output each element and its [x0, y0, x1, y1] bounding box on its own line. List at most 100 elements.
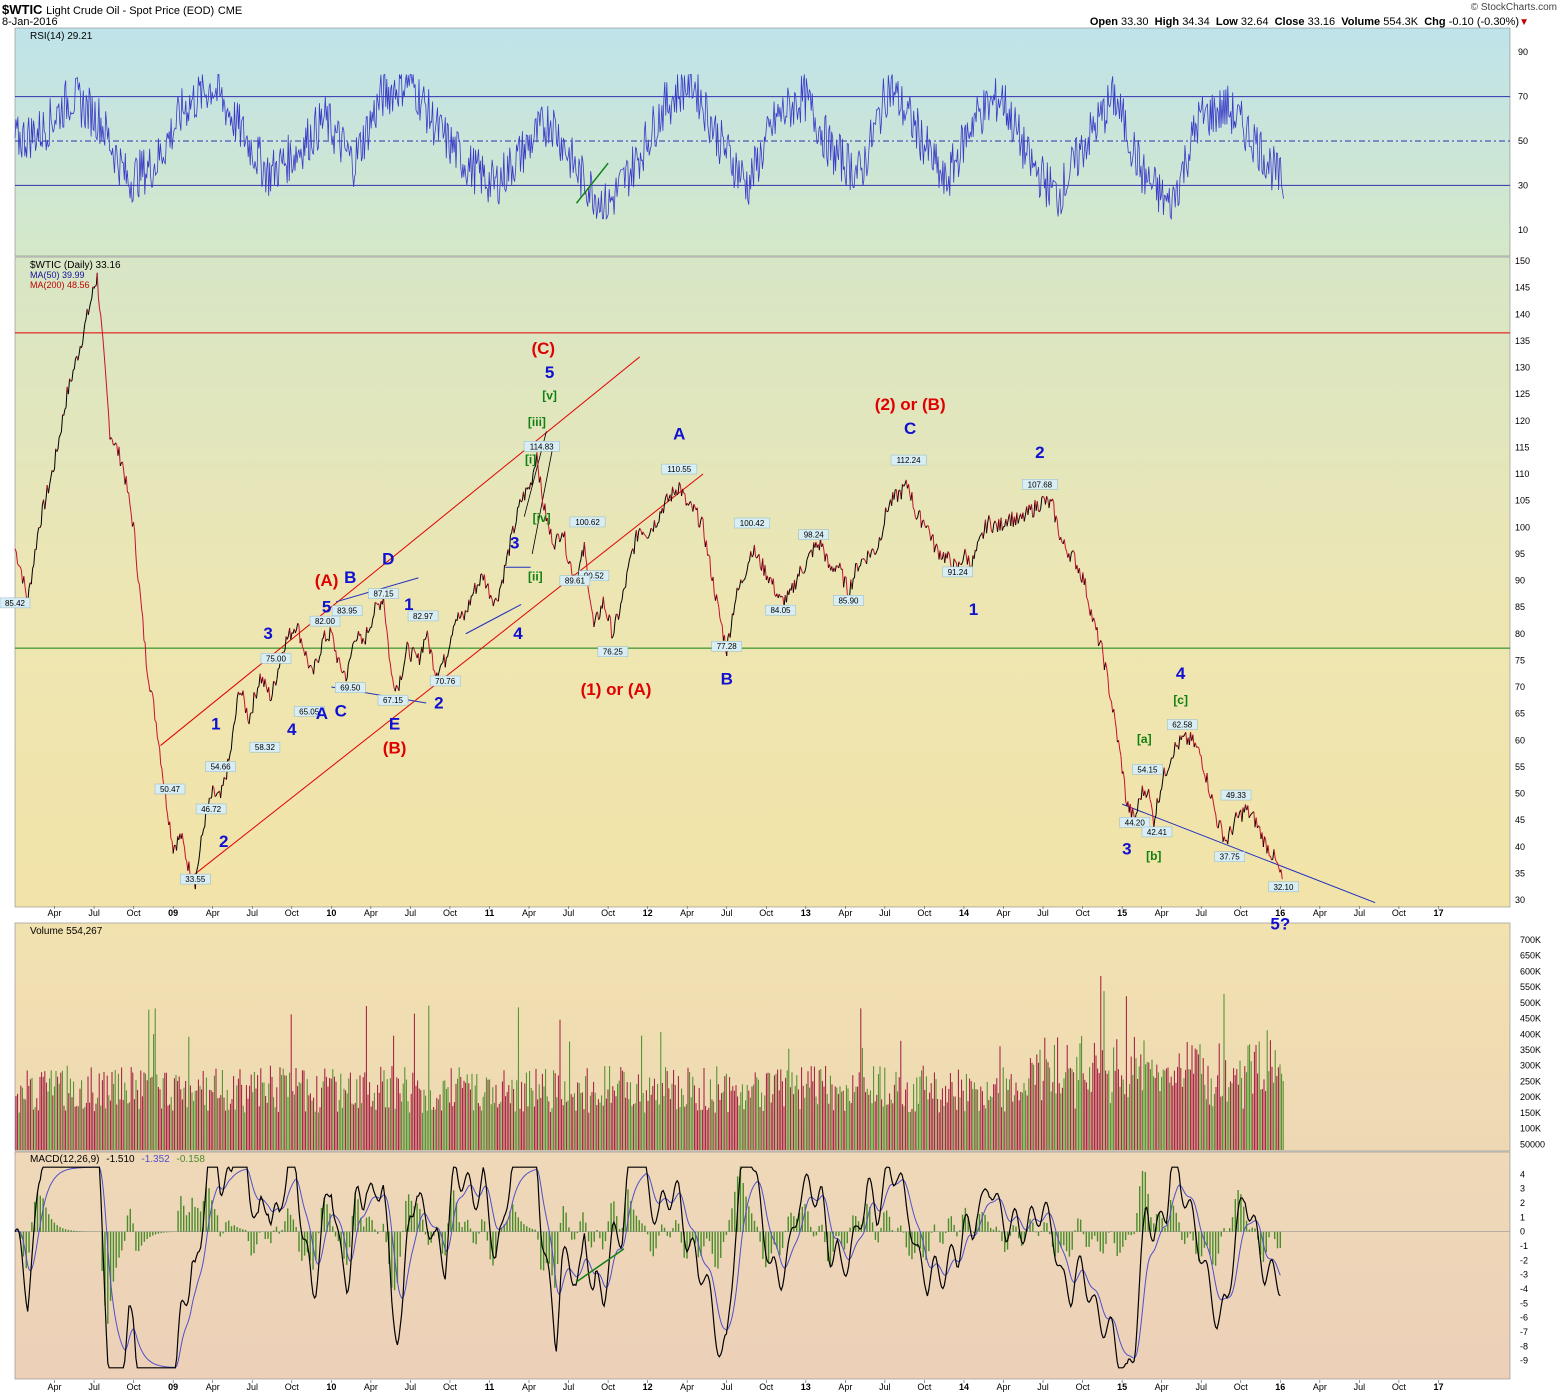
price-segment [1011, 511, 1014, 527]
price-label-box [249, 741, 281, 753]
x-tick-label: Jul [1037, 908, 1049, 918]
price-segment [564, 531, 567, 555]
price-segment [1094, 621, 1097, 631]
price-segment [297, 622, 300, 626]
price-segment [769, 576, 772, 579]
price-segment [1233, 818, 1236, 827]
price-segment [822, 543, 825, 551]
price-label-box [368, 588, 399, 599]
price-segment [583, 541, 587, 556]
price-segment [805, 559, 808, 569]
title: Light Crude Oil - Spot Price (EOD) [46, 5, 215, 17]
price-segment [134, 532, 137, 556]
price-segment [739, 579, 742, 588]
price-segment [362, 638, 365, 643]
price-segment [1044, 496, 1048, 505]
wave-label: (C) [531, 339, 555, 358]
price-label: 100.62 [575, 518, 600, 527]
x-tick-label: Apr [206, 908, 220, 918]
macd-y-tick: -6 [1520, 1313, 1528, 1323]
price-segment [882, 523, 885, 530]
price-segment [1180, 735, 1183, 741]
price-segment [487, 583, 490, 599]
price-segment [940, 558, 943, 560]
price-segment [125, 476, 128, 493]
macd-panel [14, 1151, 1511, 1380]
price-y-tick: 145 [1515, 283, 1530, 293]
x-tick-label: 11 [485, 1382, 495, 1392]
price-segment [242, 690, 245, 701]
price-segment [444, 657, 447, 668]
price-segment [385, 623, 388, 631]
price-y-tick: 60 [1515, 735, 1525, 745]
price-segment [252, 692, 255, 713]
price-label-box [942, 566, 973, 578]
source-credit: © StockCharts.com [1470, 2, 1557, 13]
volume-y-tick: 700K [1520, 935, 1541, 945]
price-segment [388, 658, 391, 664]
price-segment [642, 531, 645, 535]
price-label-box [890, 454, 927, 466]
price-segment [460, 611, 463, 618]
price-label: 98.24 [804, 531, 825, 540]
price-segment [216, 791, 219, 794]
price-segment [430, 649, 433, 654]
x-tick-label: Apr [838, 1382, 852, 1392]
price-segment [1201, 767, 1205, 773]
price-segment [551, 543, 554, 546]
wave-label: (2) or (B) [875, 395, 946, 414]
price-segment [485, 585, 488, 589]
price-segment [946, 551, 949, 559]
price-segment [1078, 568, 1082, 580]
price-segment [788, 588, 791, 595]
price-segment [768, 577, 771, 584]
price-segment [639, 527, 642, 531]
price-label-box [205, 761, 236, 772]
price-segment [1264, 836, 1267, 840]
x-tick-label: Oct [601, 908, 616, 918]
price-segment [84, 318, 87, 324]
price-segment [483, 574, 487, 589]
price-segment [30, 568, 34, 585]
price-segment [290, 632, 293, 640]
price-label-box [1220, 789, 1252, 801]
price-segment [499, 585, 502, 590]
chart-title: $WTIC Light Crude Oil - Spot Price (EOD)… [2, 2, 242, 17]
wave-label: [iv] [533, 511, 551, 525]
price-segment [662, 502, 666, 514]
price-segment [565, 554, 568, 562]
x-tick-label: 09 [168, 908, 178, 918]
price-segment [1119, 749, 1122, 756]
x-tick-label: 15 [1117, 1382, 1127, 1392]
price-segment [310, 665, 313, 669]
price-segment [143, 640, 146, 643]
price-segment [1258, 825, 1261, 828]
price-segment [161, 768, 164, 780]
channel-upper-line [160, 356, 641, 746]
price-segment [271, 681, 275, 695]
price-segment [169, 821, 172, 839]
price-segment [95, 283, 97, 287]
price-segment [881, 529, 884, 538]
price-segment [371, 618, 374, 628]
price-segment [1053, 502, 1056, 523]
price-segment [40, 504, 43, 526]
x-tick-label: Jul [405, 1382, 417, 1392]
price-label: 89.61 [565, 577, 586, 586]
price-segment [1169, 757, 1173, 764]
price-segment [1102, 655, 1105, 670]
price-segment [253, 691, 256, 696]
low-value: 32.64 [1240, 16, 1269, 28]
price-label: 84.05 [770, 606, 791, 615]
price-label: 65.05 [299, 707, 320, 716]
price-segment [684, 493, 687, 506]
price-segment [1107, 677, 1110, 695]
chart-date: 8-Jan-2016 [2, 16, 58, 28]
price-segment [1070, 550, 1073, 554]
price-segment [1090, 609, 1093, 622]
price-segment [1163, 767, 1166, 776]
price-segment [555, 533, 558, 540]
price-segment [77, 354, 80, 361]
price-segment [602, 596, 606, 609]
